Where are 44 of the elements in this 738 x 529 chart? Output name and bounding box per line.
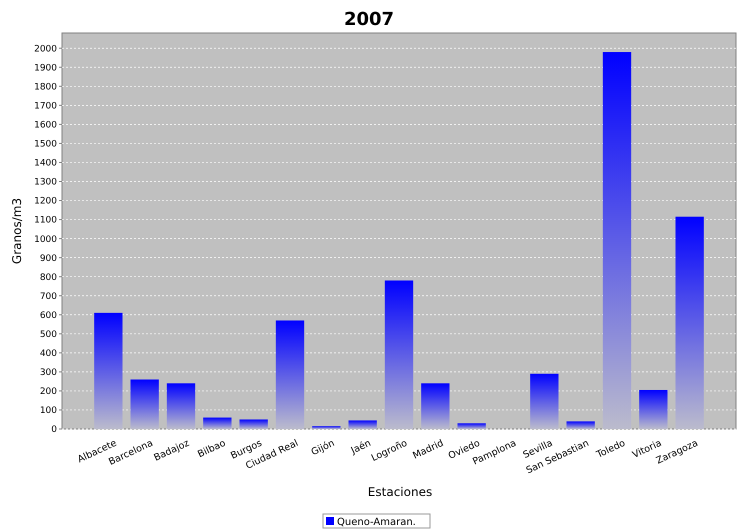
y-tick-label: 200 [40, 387, 58, 398]
y-tick-label: 1900 [34, 63, 58, 74]
bar [602, 52, 632, 429]
x-tick-label: Bilbao [196, 438, 228, 460]
bar [384, 280, 414, 429]
bar [276, 320, 304, 429]
legend-label: Queno-Amaran. [337, 517, 416, 528]
bar [639, 390, 668, 429]
x-tick-label: Gijón [310, 438, 336, 458]
bar [130, 380, 159, 429]
y-tick-label: 300 [40, 368, 58, 378]
x-tick-label: Toledo [594, 438, 628, 461]
y-axis-title: Granos/m3 [10, 198, 24, 264]
y-tick-label: 1500 [34, 140, 58, 150]
bar [530, 374, 558, 429]
bar [348, 420, 377, 429]
y-tick-label: 1600 [34, 120, 58, 131]
y-tick-label: 100 [40, 406, 58, 416]
x-axis-title: Estaciones [368, 485, 432, 499]
y-tick-label: 1000 [34, 234, 58, 245]
y-tick-label: 1200 [34, 196, 58, 207]
y-tick-label: 500 [40, 330, 58, 340]
y-tick-label: 400 [40, 348, 58, 359]
bar [94, 312, 123, 429]
y-tick-label: 1300 [34, 178, 58, 188]
bar [457, 423, 486, 429]
y-tick-label: 1800 [34, 82, 58, 92]
y-tick-label: 600 [40, 310, 58, 321]
y-tick-label: 1700 [34, 101, 58, 112]
y-tick-label: 2000 [34, 44, 58, 54]
bar [566, 421, 595, 429]
y-tick-label: 1100 [34, 216, 58, 226]
bar [312, 426, 341, 429]
chart-title: 2007 [344, 9, 394, 30]
bar [240, 419, 268, 429]
y-tick-label: 0 [51, 425, 58, 436]
y-tick-label: 1400 [34, 158, 58, 169]
bar [675, 216, 704, 429]
y-tick-label: 800 [40, 272, 58, 283]
bar [421, 383, 450, 429]
y-tick-label: 900 [40, 254, 58, 264]
bar [166, 383, 196, 429]
bar [203, 418, 232, 429]
y-tick-label: 700 [40, 292, 58, 302]
